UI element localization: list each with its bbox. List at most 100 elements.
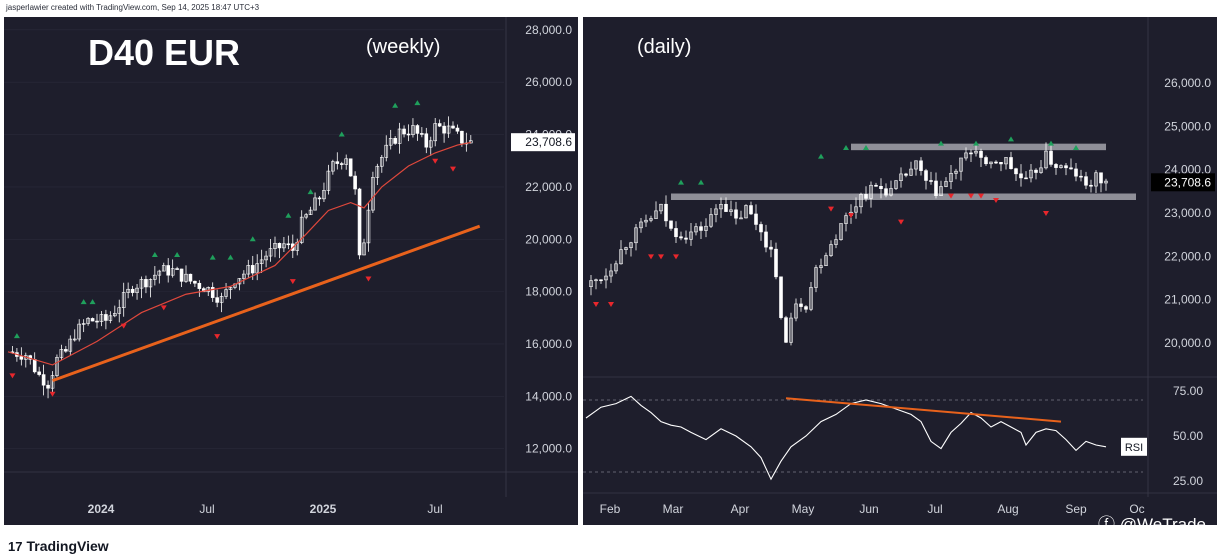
candle-body <box>95 320 99 323</box>
candle-body <box>264 255 268 261</box>
candle-body <box>664 203 668 222</box>
candle-body <box>197 282 202 289</box>
candle-body <box>72 338 77 341</box>
candle-body <box>268 248 273 257</box>
candle-body <box>1049 150 1053 165</box>
support-band <box>671 193 1136 200</box>
candle-body <box>749 205 753 215</box>
candle-body <box>879 186 883 189</box>
weekly-chart-panel[interactable]: 28,000.026,000.024,000.022,000.020,000.0… <box>4 17 578 525</box>
candle-body <box>759 224 763 233</box>
candle-body <box>729 209 733 212</box>
candle-body <box>166 265 170 276</box>
candle-body <box>460 130 464 144</box>
candle-body <box>1069 167 1073 170</box>
candle-body <box>919 160 923 171</box>
candle-body <box>348 158 353 177</box>
candle-body <box>644 219 648 223</box>
price-tick-label: 26,000.0 <box>525 75 572 89</box>
tradingview-logo[interactable]: 17 TradingView <box>8 538 109 554</box>
candle-body <box>839 223 843 240</box>
candle-body <box>437 123 442 127</box>
candle-body <box>634 227 638 244</box>
candle-body <box>844 215 848 224</box>
candle-body <box>969 152 973 155</box>
rsi-trendline <box>785 397 1062 423</box>
candle-body <box>215 297 219 303</box>
candle-body <box>286 243 291 246</box>
candle-body <box>1034 169 1038 173</box>
time-tick-label: Jul <box>199 502 214 516</box>
fractal-down-marker <box>1043 211 1049 216</box>
candle-body <box>859 194 863 208</box>
candle-body <box>599 279 603 282</box>
time-tick-label: 2024 <box>88 502 115 516</box>
candle-body <box>455 127 460 132</box>
candle-body <box>170 268 175 276</box>
candle-body <box>894 180 898 189</box>
candle-body <box>299 216 304 243</box>
price-tick-label: 22,000.0 <box>525 180 572 194</box>
candle-body <box>924 170 928 181</box>
candle-body <box>994 161 998 164</box>
price-tick-label: 12,000.0 <box>525 442 572 456</box>
daily-chart-panel[interactable]: 26,000.0 25,000.0 24,000.0 23,000.0 22,000.0… <box>583 17 1217 525</box>
candle-body <box>273 243 277 249</box>
candle-body <box>714 208 718 215</box>
candle-body <box>126 288 130 293</box>
candle-body <box>50 375 55 389</box>
social-handle-text: @WeTrade <box>1119 515 1206 534</box>
fractal-down-marker <box>673 254 679 260</box>
time-tick-label: May <box>792 502 815 516</box>
candle-body <box>420 133 424 135</box>
candle-body <box>1099 172 1103 184</box>
facebook-icon: ⓕ <box>1098 515 1116 534</box>
tradingview-logo-icon: 17 <box>8 539 23 554</box>
candle-body <box>824 255 828 266</box>
candle-body <box>614 263 618 272</box>
candle-body <box>744 205 748 219</box>
candle-body <box>784 317 788 343</box>
candle-body <box>335 161 340 164</box>
candle-body <box>974 150 978 154</box>
candle-body <box>366 209 371 244</box>
candle-body <box>589 280 593 287</box>
fractal-up-marker <box>174 251 181 257</box>
time-tick-label: Oc <box>1129 502 1144 516</box>
candle-body <box>255 263 259 274</box>
candle-body <box>1054 164 1058 168</box>
fractal-down-marker <box>289 279 296 285</box>
candle-body <box>794 303 798 319</box>
candle-body <box>814 267 818 288</box>
candle-body <box>415 125 420 134</box>
candle-body <box>104 314 108 321</box>
candle-body <box>769 246 773 250</box>
candle-body <box>259 259 264 265</box>
candle-body <box>362 242 366 256</box>
candle-body <box>81 323 86 325</box>
candle-body <box>874 184 878 187</box>
social-handle: ⓕ @WeTrade <box>1098 510 1206 535</box>
candle-body <box>719 204 723 210</box>
last-price-badge <box>511 133 575 152</box>
candle-body <box>317 197 322 200</box>
candle-body <box>246 265 251 275</box>
time-tick-label: Aug <box>997 502 1018 516</box>
fractal-up-marker <box>863 145 869 150</box>
fractal-down-marker <box>898 219 904 225</box>
candle-body <box>1104 180 1108 184</box>
candle-body <box>944 181 948 187</box>
candle-body <box>869 184 873 199</box>
fractal-up-marker <box>249 236 256 242</box>
candle-body <box>964 152 968 159</box>
candle-body <box>1064 165 1068 169</box>
candle-body <box>344 158 349 165</box>
candle-body <box>989 161 993 165</box>
fractal-down-marker <box>120 323 127 329</box>
candle-body <box>433 123 438 142</box>
candle-body <box>754 213 758 225</box>
candle-body <box>121 292 126 309</box>
price-tick-label: 18,000.0 <box>525 285 572 299</box>
candle-body <box>250 265 255 274</box>
candle-body <box>326 170 331 191</box>
